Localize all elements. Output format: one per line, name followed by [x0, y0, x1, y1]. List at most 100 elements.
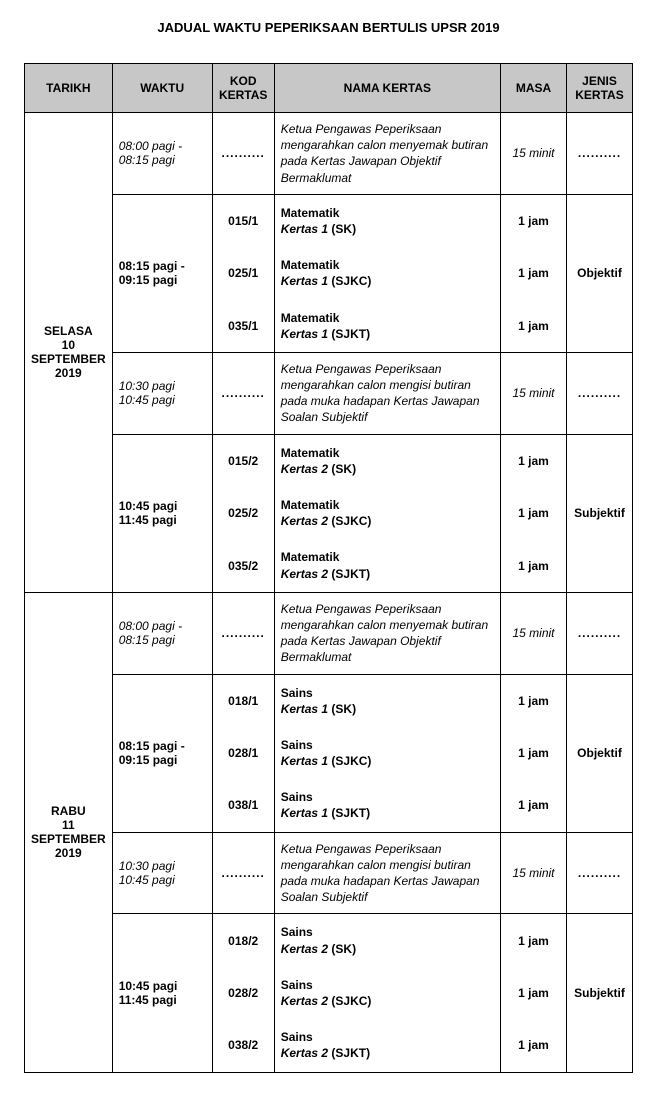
th-waktu: WAKTU: [112, 64, 212, 113]
paper-subject: Matematik: [281, 257, 494, 273]
kod-cell: 028/2: [212, 967, 274, 1019]
masa-cell: 1 jam: [501, 194, 567, 247]
waktu-cell: 08:15 pagi - 09:15 pagi: [112, 194, 212, 352]
paper-name: Kertas 2 (SJKC): [281, 513, 494, 529]
masa-cell: 1 jam: [501, 434, 567, 487]
paper-subject: Sains: [281, 924, 494, 940]
nama-paper: SainsKertas 2 (SJKT): [274, 1019, 500, 1072]
waktu-cell: 10:45 pagi 11:45 pagi: [112, 914, 212, 1072]
nama-instruction: Ketua Pengawas Peperiksaan mengarahkan c…: [274, 352, 500, 434]
waktu-cell: 08:00 pagi - 08:15 pagi: [112, 113, 212, 195]
table-row: RABU 11 SEPTEMBER 201908:00 pagi - 08:15…: [25, 592, 633, 674]
nama-paper: MatematikKertas 1 (SJKC): [274, 247, 500, 299]
kod-cell: 035/2: [212, 539, 274, 592]
paper-subject: Sains: [281, 1029, 494, 1045]
paper-subject: Sains: [281, 737, 494, 753]
paper-name: Kertas 2 (SK): [281, 461, 494, 477]
masa-cell: 1 jam: [501, 487, 567, 539]
th-tarikh: TARIKH: [25, 64, 113, 113]
timetable: TARIKH WAKTU KOD KERTAS NAMA KERTAS MASA…: [24, 63, 633, 1073]
kod-cell: 025/1: [212, 247, 274, 299]
masa-cell: 15 minit: [501, 832, 567, 914]
kod-cell: 035/1: [212, 300, 274, 353]
waktu-cell: 10:30 pagi 10:45 pagi: [112, 832, 212, 914]
masa-cell: 1 jam: [501, 539, 567, 592]
waktu-cell: 08:15 pagi - 09:15 pagi: [112, 674, 212, 832]
paper-name: Kertas 2 (SJKT): [281, 566, 494, 582]
nama-instruction: Ketua Pengawas Peperiksaan mengarahkan c…: [274, 592, 500, 674]
paper-name: Kertas 2 (SJKT): [281, 1045, 494, 1061]
waktu-cell: 10:30 pagi 10:45 pagi: [112, 352, 212, 434]
paper-name: Kertas 1 (SJKT): [281, 326, 494, 342]
nama-instruction: Ketua Pengawas Peperiksaan mengarahkan c…: [274, 832, 500, 914]
masa-cell: 15 minit: [501, 352, 567, 434]
paper-subject: Matematik: [281, 549, 494, 565]
masa-cell: 15 minit: [501, 113, 567, 195]
waktu-cell: 08:00 pagi - 08:15 pagi: [112, 592, 212, 674]
th-kod: KOD KERTAS: [212, 64, 274, 113]
kod-cell: 015/2: [212, 434, 274, 487]
nama-paper: SainsKertas 1 (SJKT): [274, 779, 500, 832]
kod-cell: ..........: [212, 832, 274, 914]
paper-name: Kertas 1 (SJKT): [281, 805, 494, 821]
nama-paper: SainsKertas 1 (SK): [274, 674, 500, 727]
jenis-cell: ..........: [567, 113, 633, 195]
kod-cell: ..........: [212, 113, 274, 195]
jenis-cell: Objektif: [567, 194, 633, 352]
masa-cell: 1 jam: [501, 1019, 567, 1072]
kod-cell: 025/2: [212, 487, 274, 539]
masa-cell: 1 jam: [501, 247, 567, 299]
kod-cell: 018/2: [212, 914, 274, 967]
kod-cell: 038/1: [212, 779, 274, 832]
jenis-cell: Objektif: [567, 674, 633, 832]
paper-subject: Matematik: [281, 497, 494, 513]
nama-paper: MatematikKertas 1 (SK): [274, 194, 500, 247]
paper-subject: Sains: [281, 977, 494, 993]
jenis-cell: ..........: [567, 592, 633, 674]
page-title: JADUAL WAKTU PEPERIKSAAN BERTULIS UPSR 2…: [24, 20, 633, 35]
paper-subject: Matematik: [281, 445, 494, 461]
nama-instruction: Ketua Pengawas Peperiksaan mengarahkan c…: [274, 113, 500, 195]
nama-paper: SainsKertas 2 (SJKC): [274, 967, 500, 1019]
paper-name: Kertas 1 (SJKC): [281, 753, 494, 769]
table-row: SELASA 10 SEPTEMBER 201908:00 pagi - 08:…: [25, 113, 633, 195]
nama-paper: SainsKertas 2 (SK): [274, 914, 500, 967]
th-masa: MASA: [501, 64, 567, 113]
table-row: 08:15 pagi - 09:15 pagi018/1SainsKertas …: [25, 674, 633, 727]
kod-cell: 018/1: [212, 674, 274, 727]
table-row: 10:30 pagi 10:45 pagi..........Ketua Pen…: [25, 832, 633, 914]
kod-cell: 015/1: [212, 194, 274, 247]
paper-name: Kertas 2 (SK): [281, 941, 494, 957]
masa-cell: 1 jam: [501, 727, 567, 779]
kod-cell: 028/1: [212, 727, 274, 779]
table-row: 10:30 pagi 10:45 pagi..........Ketua Pen…: [25, 352, 633, 434]
jenis-cell: Subjektif: [567, 434, 633, 592]
header-row: TARIKH WAKTU KOD KERTAS NAMA KERTAS MASA…: [25, 64, 633, 113]
jenis-cell: ..........: [567, 832, 633, 914]
paper-name: Kertas 1 (SJKC): [281, 273, 494, 289]
jenis-cell: ..........: [567, 352, 633, 434]
nama-paper: SainsKertas 1 (SJKC): [274, 727, 500, 779]
masa-cell: 1 jam: [501, 914, 567, 967]
table-row: 10:45 pagi 11:45 pagi018/2SainsKertas 2 …: [25, 914, 633, 967]
tarikh-cell: SELASA 10 SEPTEMBER 2019: [25, 113, 113, 593]
table-row: 10:45 pagi 11:45 pagi015/2MatematikKerta…: [25, 434, 633, 487]
kod-cell: ..........: [212, 592, 274, 674]
nama-paper: MatematikKertas 2 (SJKT): [274, 539, 500, 592]
th-nama: NAMA KERTAS: [274, 64, 500, 113]
paper-name: Kertas 1 (SK): [281, 701, 494, 717]
nama-paper: MatematikKertas 2 (SJKC): [274, 487, 500, 539]
masa-cell: 1 jam: [501, 674, 567, 727]
tarikh-cell: RABU 11 SEPTEMBER 2019: [25, 592, 113, 1072]
masa-cell: 1 jam: [501, 779, 567, 832]
th-jenis: JENIS KERTAS: [567, 64, 633, 113]
nama-paper: MatematikKertas 1 (SJKT): [274, 300, 500, 353]
paper-subject: Sains: [281, 685, 494, 701]
paper-subject: Matematik: [281, 310, 494, 326]
kod-cell: ..........: [212, 352, 274, 434]
paper-subject: Matematik: [281, 205, 494, 221]
table-row: 08:15 pagi - 09:15 pagi015/1MatematikKer…: [25, 194, 633, 247]
paper-name: Kertas 1 (SK): [281, 221, 494, 237]
masa-cell: 15 minit: [501, 592, 567, 674]
kod-cell: 038/2: [212, 1019, 274, 1072]
